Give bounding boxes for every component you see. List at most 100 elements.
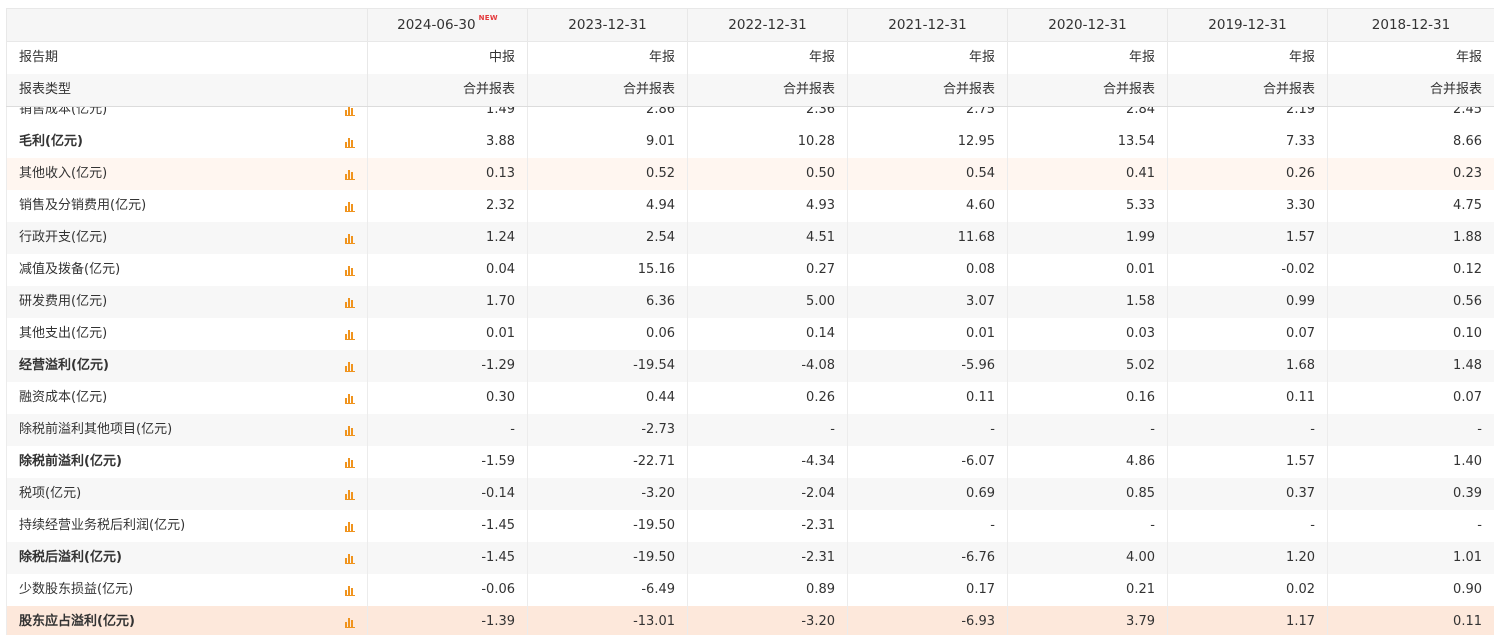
- column-header-date[interactable]: 2021-12-31: [847, 8, 1008, 42]
- bar-chart-icon[interactable]: [345, 137, 355, 148]
- table-row: 除税前溢利(亿元) -1.59 -22.71 -4.34 -6.07 4.86 1.57 1.…: [6, 446, 1494, 478]
- row-label: 研发费用(亿元): [19, 294, 108, 309]
- row-value: 2.86: [527, 107, 688, 126]
- row-value: 0.85: [1007, 478, 1168, 510]
- row-value: 0.21: [1007, 574, 1168, 606]
- row-value: 0.11: [1327, 606, 1494, 635]
- header-info-row: 报表类型 合并报表 合并报表 合并报表 合并报表 合并报表 合并报表 合并报表: [6, 74, 1494, 107]
- row-value: -: [847, 510, 1008, 542]
- column-date-label: 2023-12-31: [568, 17, 647, 33]
- row-value: 2.84: [1007, 107, 1168, 126]
- header-info-value: 年报: [527, 41, 688, 74]
- row-value: 0.04: [367, 254, 528, 286]
- row-value: 9.01: [527, 126, 688, 158]
- row-value: 1.49: [367, 107, 528, 126]
- table-row: 少数股东损益(亿元) -0.06 -6.49 0.89 0.17 0.21 0.02 0.90: [6, 574, 1494, 606]
- bar-chart-icon[interactable]: [345, 585, 355, 596]
- column-header-date[interactable]: 2023-12-31: [527, 8, 688, 42]
- row-value: 0.27: [687, 254, 848, 286]
- row-value: 1.17: [1167, 606, 1328, 635]
- row-value: -: [1327, 414, 1494, 446]
- column-header-date[interactable]: 2020-12-31: [1007, 8, 1168, 42]
- row-value: -13.01: [527, 606, 688, 635]
- row-label-cell: 税项(亿元): [6, 478, 368, 510]
- bar-chart-icon[interactable]: [345, 457, 355, 468]
- row-value: -1.39: [367, 606, 528, 635]
- row-value: 1.01: [1327, 542, 1494, 574]
- row-label: 销售及分销费用(亿元): [19, 198, 147, 213]
- row-value: 10.28: [687, 126, 848, 158]
- bar-chart-icon[interactable]: [345, 169, 355, 180]
- row-value: 3.79: [1007, 606, 1168, 635]
- row-label: 除税前溢利(亿元): [19, 454, 122, 469]
- financial-table-header: 2024-06-30 NEW 2023-12-31 2022-12-31 2021-12…: [6, 8, 1494, 107]
- row-value: -: [687, 414, 848, 446]
- row-label: 销售成本(亿元): [19, 107, 108, 117]
- table-row: 销售成本(亿元) 1.49 2.86 2.36 2.75 2.84 2.19 2.45: [6, 107, 1494, 126]
- table-row: 其他收入(亿元) 0.13 0.52 0.50 0.54 0.41 0.26 0.23: [6, 158, 1494, 190]
- bar-chart-icon[interactable]: [345, 201, 355, 212]
- row-label: 行政开支(亿元): [19, 230, 108, 245]
- row-value: -4.34: [687, 446, 848, 478]
- row-value: 8.66: [1327, 126, 1494, 158]
- row-value: -0.14: [367, 478, 528, 510]
- column-header-date[interactable]: 2022-12-31: [687, 8, 848, 42]
- bar-chart-icon[interactable]: [345, 617, 355, 628]
- row-value: 4.00: [1007, 542, 1168, 574]
- row-value: 15.16: [527, 254, 688, 286]
- row-value: 5.33: [1007, 190, 1168, 222]
- row-label-cell: 除税前溢利(亿元): [6, 446, 368, 478]
- row-value: 1.20: [1167, 542, 1328, 574]
- row-label: 其他支出(亿元): [19, 326, 108, 341]
- row-value: 1.24: [367, 222, 528, 254]
- row-value: 1.88: [1327, 222, 1494, 254]
- bar-chart-icon[interactable]: [345, 329, 355, 340]
- row-label-cell: 除税后溢利(亿元): [6, 542, 368, 574]
- bar-chart-icon[interactable]: [345, 489, 355, 500]
- row-value: 1.68: [1167, 350, 1328, 382]
- row-value: 1.40: [1327, 446, 1494, 478]
- column-header-date[interactable]: 2024-06-30 NEW: [367, 8, 528, 42]
- row-value: 4.75: [1327, 190, 1494, 222]
- row-value: 4.60: [847, 190, 1008, 222]
- bar-chart-icon[interactable]: [345, 233, 355, 244]
- financial-table-body: 销售成本(亿元) 1.49 2.86 2.36 2.75 2.84 2.19 2.45 毛利(亿…: [6, 107, 1494, 635]
- row-value: 0.08: [847, 254, 1008, 286]
- bar-chart-icon[interactable]: [345, 393, 355, 404]
- row-value: 7.33: [1167, 126, 1328, 158]
- bar-chart-icon[interactable]: [345, 521, 355, 532]
- column-header-date[interactable]: 2019-12-31: [1167, 8, 1328, 42]
- row-label-cell: 股东应占溢利(亿元): [6, 606, 368, 635]
- bar-chart-icon[interactable]: [345, 107, 355, 116]
- header-corner: [6, 8, 368, 42]
- table-row: 除税后溢利(亿元) -1.45 -19.50 -2.31 -6.76 4.00 1.20 1.…: [6, 542, 1494, 574]
- row-label-cell: 减值及拨备(亿元): [6, 254, 368, 286]
- bar-chart-icon[interactable]: [345, 553, 355, 564]
- row-value: -5.96: [847, 350, 1008, 382]
- column-date-label: 2020-12-31: [1048, 17, 1127, 33]
- bar-chart-icon[interactable]: [345, 425, 355, 436]
- row-value: 13.54: [1007, 126, 1168, 158]
- header-info-label: 报告期: [6, 41, 368, 74]
- row-value: 1.70: [367, 286, 528, 318]
- row-value: -2.31: [687, 542, 848, 574]
- row-label-cell: 其他支出(亿元): [6, 318, 368, 350]
- row-label-cell: 销售及分销费用(亿元): [6, 190, 368, 222]
- row-value: 0.37: [1167, 478, 1328, 510]
- column-date-label: 2021-12-31: [888, 17, 967, 33]
- row-value: -: [1327, 510, 1494, 542]
- row-value: 0.16: [1007, 382, 1168, 414]
- row-label: 经营溢利(亿元): [19, 358, 109, 373]
- column-header-date[interactable]: 2018-12-31: [1327, 8, 1494, 42]
- table-scroll-body[interactable]: 销售成本(亿元) 1.49 2.86 2.36 2.75 2.84 2.19 2.45 毛利(亿…: [6, 107, 1494, 635]
- row-value: 12.95: [847, 126, 1008, 158]
- row-value: 0.69: [847, 478, 1008, 510]
- row-label: 毛利(亿元): [19, 134, 83, 149]
- row-value: 1.57: [1167, 222, 1328, 254]
- row-value: -1.59: [367, 446, 528, 478]
- header-info-value: 中报: [367, 41, 528, 74]
- bar-chart-icon[interactable]: [345, 361, 355, 372]
- bar-chart-icon[interactable]: [345, 265, 355, 276]
- header-info-value: 年报: [1007, 41, 1168, 74]
- bar-chart-icon[interactable]: [345, 297, 355, 308]
